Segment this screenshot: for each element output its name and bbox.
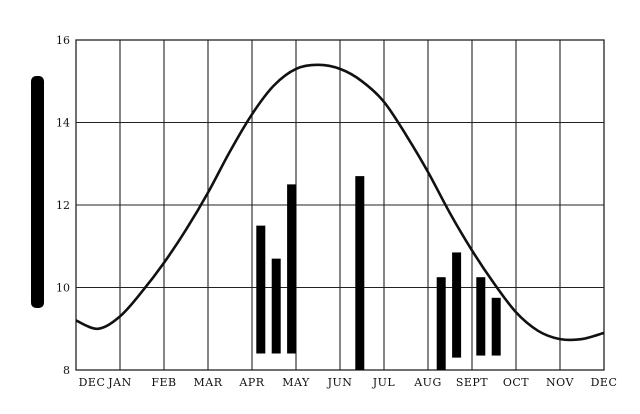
x-tick-label: JUN (327, 376, 353, 389)
x-tick-label: OCT (503, 376, 529, 389)
x-tick-label: JUL (372, 376, 396, 389)
y-tick-label: 14 (56, 117, 70, 130)
range-bar (491, 297, 501, 356)
range-bar (436, 277, 446, 370)
range-bar (476, 277, 486, 356)
grid (75, 39, 605, 371)
series-line (75, 63, 605, 342)
side-bar-mark (31, 76, 44, 308)
x-tick-label: MAY (282, 376, 310, 389)
x-tick-label: FEB (151, 376, 176, 389)
range-bar (452, 252, 462, 358)
range-bar (256, 225, 266, 354)
x-tick-label: DEC (591, 376, 618, 389)
x-tick-label: JAN (107, 376, 131, 389)
x-tick-labels: DEC JAN FEB MAR APR MAY JUN JUL AUG SEPT OCT NOV DEC (79, 376, 618, 389)
range-bars (256, 176, 501, 370)
range-bar (355, 176, 365, 370)
y-tick-labels: 8 10 12 14 16 (56, 34, 70, 377)
y-tick-label: 10 (56, 282, 70, 295)
x-tick-label: MAR (194, 376, 223, 389)
x-tick-label: APR (238, 376, 264, 389)
x-tick-label: SEPT (456, 376, 488, 389)
y-tick-label: 16 (56, 34, 70, 47)
x-tick-label: AUG (413, 376, 442, 389)
x-tick-label: NOV (546, 376, 574, 389)
x-tick-label: DEC (79, 376, 106, 389)
y-tick-label: 12 (56, 199, 70, 212)
range-bar (287, 184, 297, 354)
range-bar (271, 258, 281, 354)
y-tick-label: 8 (63, 364, 70, 377)
